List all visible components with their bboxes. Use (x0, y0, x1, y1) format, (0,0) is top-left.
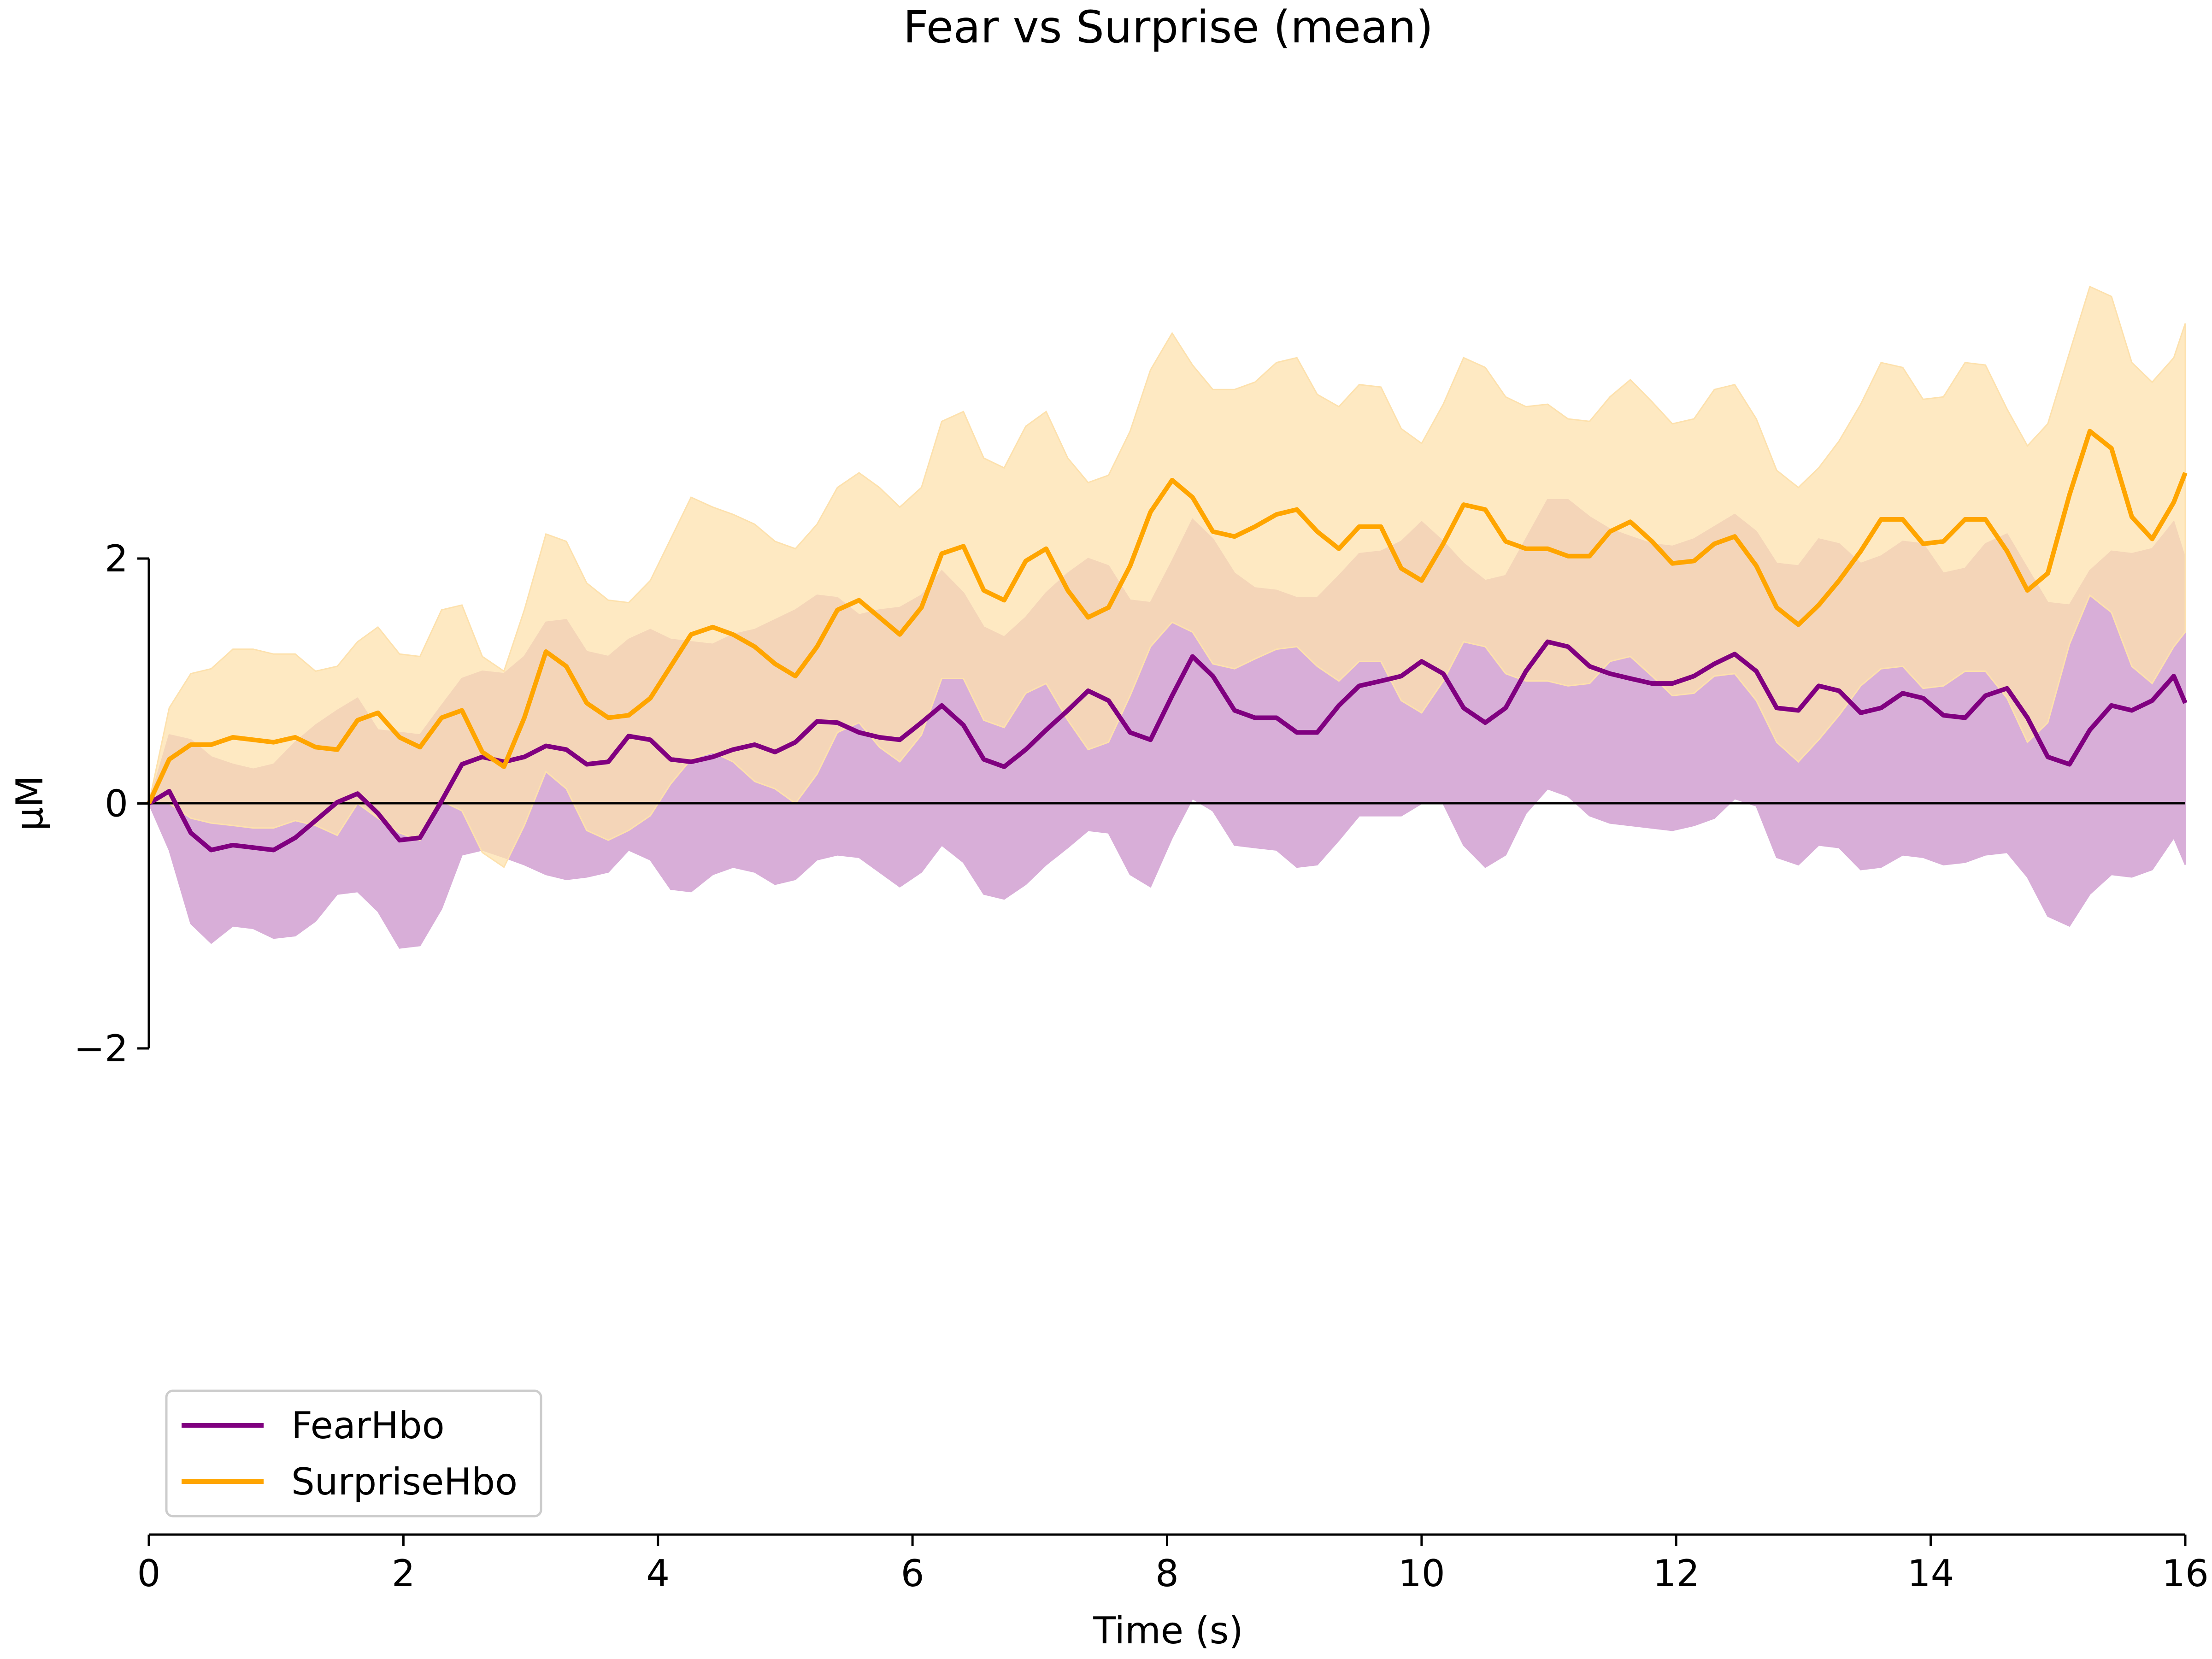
chart-title: Fear vs Surprise (mean) (903, 1, 1433, 53)
y-axis-label: µM (8, 776, 51, 831)
confidence-bands (148, 285, 2186, 949)
surprisehbo-legend-label: SurpriseHbo (291, 1460, 518, 1503)
x-tick-label: 10 (1398, 1552, 1445, 1595)
y-tick-label: −2 (74, 1027, 128, 1070)
x-axis: 0 2 4 6 8 10 12 14 16 Time (s) (137, 1533, 2209, 1652)
x-tick-label: 2 (392, 1552, 415, 1595)
y-tick-label: 0 (105, 782, 128, 825)
legend-frame (165, 1389, 542, 1518)
x-ticks: 0 2 4 6 8 10 12 14 16 (137, 1535, 2209, 1595)
y-axis: −2 0 2 µM (8, 537, 150, 1070)
x-tick-label: 16 (2162, 1552, 2209, 1595)
x-tick-label: 12 (1653, 1552, 1700, 1595)
x-tick-label: 8 (1155, 1552, 1179, 1595)
x-axis-label: Time (s) (1093, 1609, 1243, 1652)
x-tick-label: 4 (646, 1552, 670, 1595)
surprisehbo-line (147, 429, 2188, 805)
y-ticks: −2 0 2 (74, 537, 149, 1070)
y-tick-label: 2 (105, 537, 128, 580)
x-tick-label: 0 (137, 1552, 161, 1595)
x-tick-label: 6 (901, 1552, 924, 1595)
legend-items: FearHbo SurpriseHbo (182, 1404, 518, 1503)
x-tick-label: 14 (1907, 1552, 1954, 1595)
series-lines (147, 429, 2188, 853)
legend: FearHbo SurpriseHbo (165, 1389, 542, 1518)
fearhbo-legend-label: FearHbo (291, 1404, 445, 1447)
